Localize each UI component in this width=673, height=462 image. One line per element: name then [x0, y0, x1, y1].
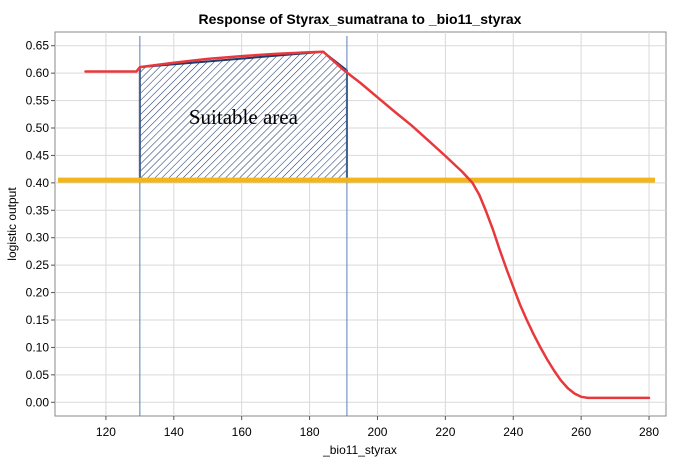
y-tick-label: 0.25: [26, 258, 50, 272]
x-tick-label: 160: [232, 425, 252, 439]
x-tick-label: 240: [503, 425, 523, 439]
y-tick-label: 0.45: [26, 148, 50, 162]
x-tick-label: 180: [300, 425, 320, 439]
x-tick-label: 140: [164, 425, 184, 439]
y-tick-label: 0.55: [26, 94, 50, 108]
y-tick-label: 0.40: [26, 176, 50, 190]
y-axis-label: logistic output: [5, 187, 19, 261]
y-tick-label: 0.20: [26, 286, 50, 300]
chart-title: Response of Styrax_sumatrana to _bio11_s…: [199, 11, 522, 27]
x-tick-label: 260: [571, 425, 591, 439]
y-tick-label: 0.15: [26, 313, 50, 327]
y-axis: 0.00 0.05 0.10 0.15 0.20 0.25 0.30 0.35 0.40 0.45…: [26, 39, 55, 409]
y-tick-label: 0.50: [26, 121, 50, 135]
y-tick-label: 0.35: [26, 203, 50, 217]
y-tick-label: 0.05: [26, 368, 50, 382]
response-curve: [84, 50, 651, 400]
x-tick-label: 280: [639, 425, 659, 439]
y-tick-label: 0.00: [26, 395, 50, 409]
x-tick-label: 220: [435, 425, 455, 439]
suitable-area-label: Suitable area: [189, 105, 299, 129]
y-tick-label: 0.65: [26, 39, 50, 53]
x-tick-label: 120: [96, 425, 116, 439]
y-tick-label: 0.10: [26, 340, 50, 354]
y-tick-label: 0.60: [26, 66, 50, 80]
x-tick-label: 200: [367, 425, 387, 439]
chart-marks: [58, 36, 655, 416]
x-axis: 120 140 160 180 200 220 240 260 280: [96, 416, 659, 439]
x-axis-label: _bio11_styrax: [322, 443, 397, 457]
y-tick-label: 0.30: [26, 231, 50, 245]
